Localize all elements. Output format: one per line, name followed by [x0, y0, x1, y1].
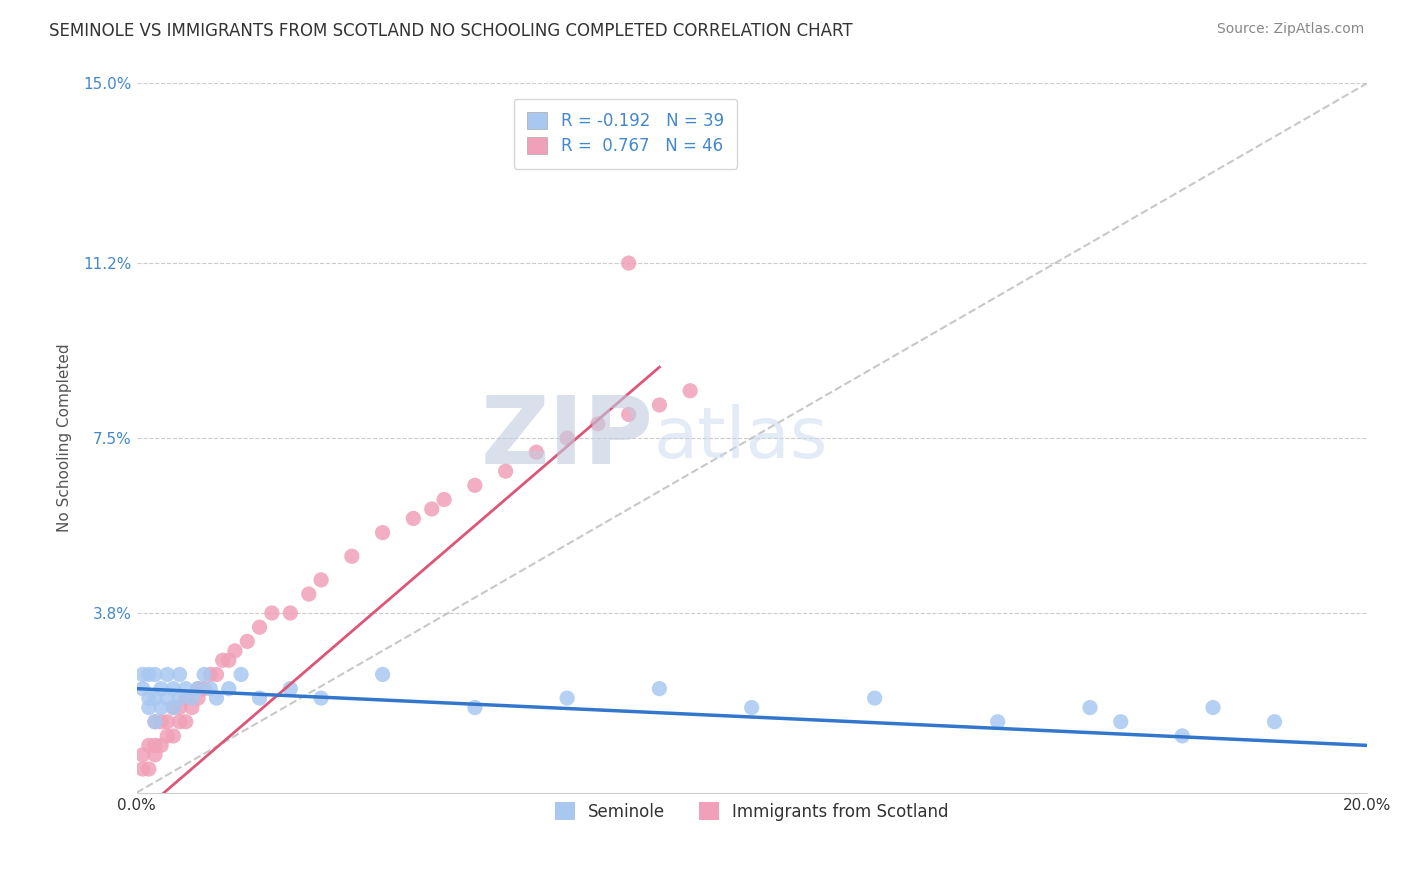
Point — [156, 714, 179, 729]
Point — [200, 667, 222, 681]
Point — [162, 700, 184, 714]
Point — [150, 739, 173, 753]
Point — [143, 714, 166, 729]
Point — [138, 762, 160, 776]
Point — [131, 747, 153, 762]
Point — [205, 691, 228, 706]
Point — [143, 667, 166, 681]
Point — [420, 502, 443, 516]
Point — [187, 681, 209, 696]
Point — [131, 681, 153, 696]
Point — [205, 667, 228, 681]
Point — [143, 739, 166, 753]
Point — [131, 667, 153, 681]
Point — [174, 691, 197, 706]
Point — [371, 667, 394, 681]
Text: ZIP: ZIP — [481, 392, 654, 484]
Point — [162, 700, 184, 714]
Point — [648, 398, 671, 412]
Point — [169, 714, 191, 729]
Point — [524, 445, 547, 459]
Point — [1264, 714, 1286, 729]
Point — [278, 681, 301, 696]
Point — [679, 384, 702, 398]
Point — [555, 691, 578, 706]
Text: Source: ZipAtlas.com: Source: ZipAtlas.com — [1216, 22, 1364, 37]
Point — [495, 464, 517, 478]
Point — [648, 681, 671, 696]
Point — [150, 681, 173, 696]
Point — [143, 691, 166, 706]
Point — [1078, 700, 1101, 714]
Point — [987, 714, 1010, 729]
Point — [617, 256, 640, 270]
Point — [298, 587, 321, 601]
Point — [200, 681, 222, 696]
Point — [464, 700, 486, 714]
Point — [309, 573, 332, 587]
Point — [138, 691, 160, 706]
Point — [187, 681, 209, 696]
Point — [174, 681, 197, 696]
Point — [143, 747, 166, 762]
Point — [741, 700, 763, 714]
Point — [138, 739, 160, 753]
Point — [224, 644, 246, 658]
Point — [555, 431, 578, 445]
Point — [138, 667, 160, 681]
Point — [156, 691, 179, 706]
Point — [180, 691, 202, 706]
Point — [131, 762, 153, 776]
Legend: Seminole, Immigrants from Scotland: Seminole, Immigrants from Scotland — [541, 789, 962, 834]
Point — [586, 417, 609, 431]
Point — [249, 691, 271, 706]
Point — [150, 714, 173, 729]
Point — [218, 681, 240, 696]
Point — [340, 549, 363, 564]
Point — [309, 691, 332, 706]
Point — [249, 620, 271, 634]
Point — [371, 525, 394, 540]
Point — [433, 492, 456, 507]
Point — [402, 511, 425, 525]
Point — [180, 700, 202, 714]
Point — [617, 408, 640, 422]
Point — [1202, 700, 1225, 714]
Point — [174, 714, 197, 729]
Point — [156, 667, 179, 681]
Point — [169, 691, 191, 706]
Point — [156, 729, 179, 743]
Y-axis label: No Schooling Completed: No Schooling Completed — [58, 343, 72, 533]
Point — [863, 691, 886, 706]
Point — [1171, 729, 1194, 743]
Text: atlas: atlas — [654, 403, 828, 473]
Point — [260, 606, 283, 620]
Point — [187, 691, 209, 706]
Point — [162, 681, 184, 696]
Point — [150, 700, 173, 714]
Point — [1109, 714, 1132, 729]
Point — [229, 667, 252, 681]
Point — [236, 634, 259, 648]
Point — [211, 653, 233, 667]
Point — [464, 478, 486, 492]
Point — [218, 653, 240, 667]
Point — [169, 700, 191, 714]
Point — [138, 700, 160, 714]
Point — [193, 681, 215, 696]
Point — [162, 729, 184, 743]
Point — [143, 714, 166, 729]
Text: SEMINOLE VS IMMIGRANTS FROM SCOTLAND NO SCHOOLING COMPLETED CORRELATION CHART: SEMINOLE VS IMMIGRANTS FROM SCOTLAND NO … — [49, 22, 853, 40]
Point — [278, 606, 301, 620]
Point — [193, 667, 215, 681]
Point — [169, 667, 191, 681]
